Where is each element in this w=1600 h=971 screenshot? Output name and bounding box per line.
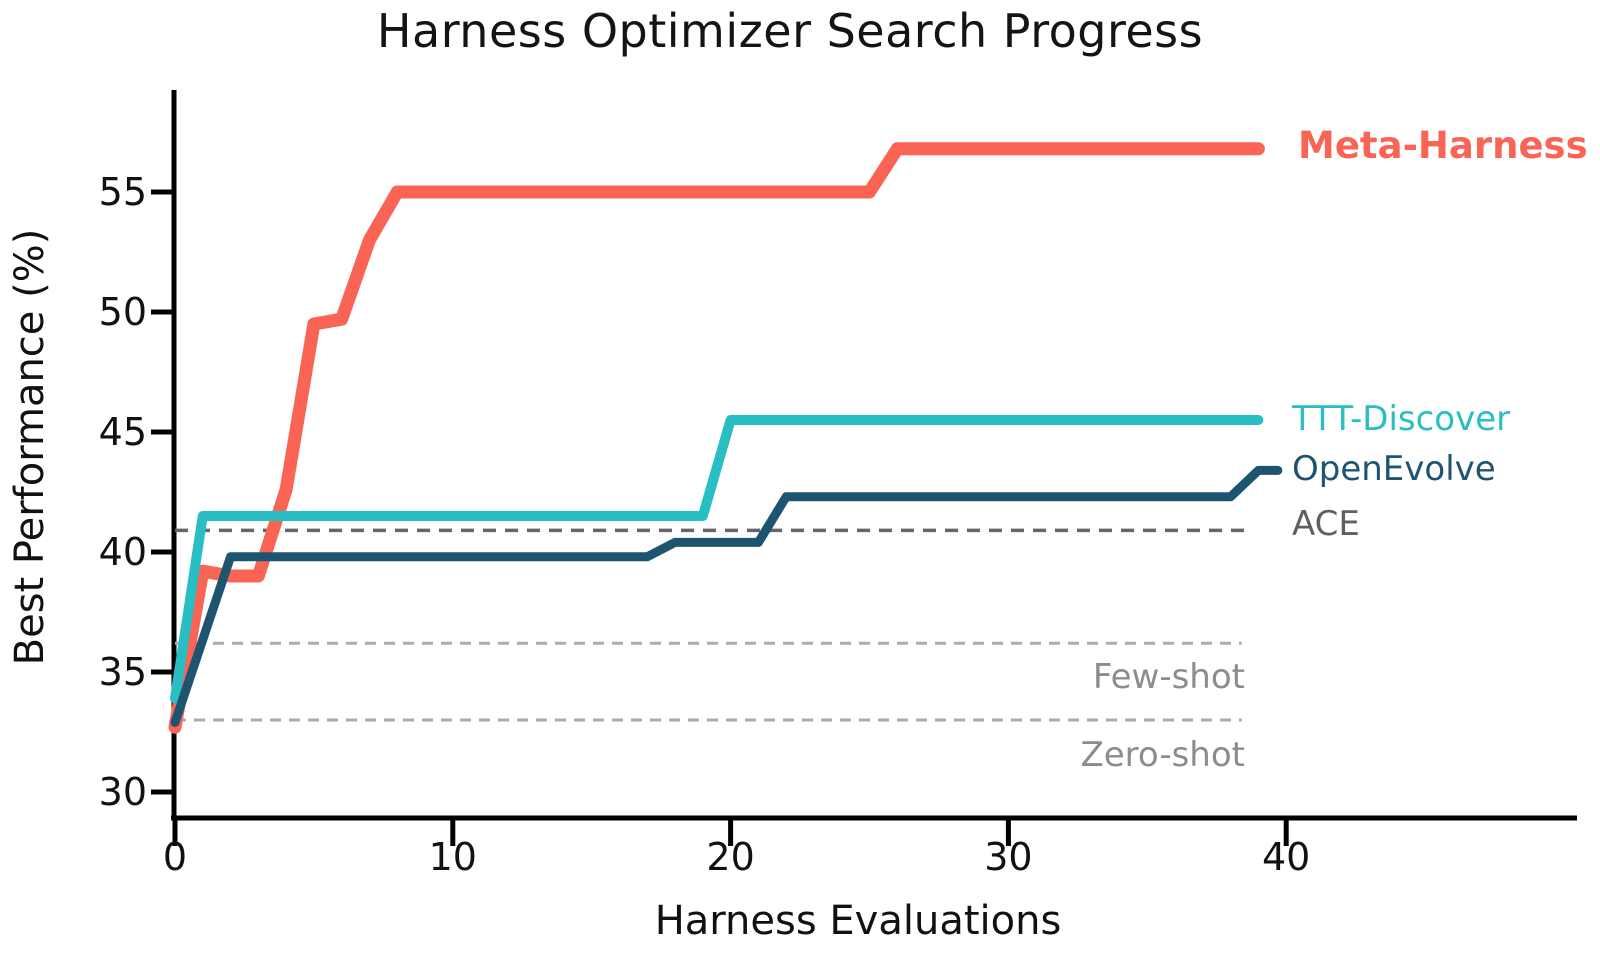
baseline-label-zero-shot: Zero-shot (1080, 735, 1245, 775)
y-tick-label-30: 30 (98, 770, 147, 814)
x-axis-label: Harness Evaluations (654, 898, 1062, 944)
x-tick-label-10: 10 (428, 835, 477, 879)
y-tick-label-55: 55 (98, 170, 147, 214)
x-tick-label-0: 0 (162, 835, 188, 879)
baseline-label-ace: ACE (1292, 504, 1360, 545)
x-tick-label-30: 30 (984, 835, 1033, 879)
series-line-ttt-discover (170, 415, 1264, 704)
series-label-openevolve: OpenEvolve (1292, 449, 1496, 490)
baseline-label-few-shot: Few-shot (1092, 657, 1245, 698)
series-label-ttt-discover: TTT-Discover (1292, 399, 1511, 439)
x-tick-label-20: 20 (706, 835, 755, 879)
y-tick-label-50: 50 (98, 290, 147, 334)
x-tick-label-40: 40 (1262, 835, 1311, 879)
chart-title: Harness Optimizer Search Progress (376, 4, 1204, 58)
y-tick-label-45: 45 (98, 410, 147, 454)
y-tick-label-40: 40 (98, 530, 147, 574)
series-label-meta-harness: Meta-Harness (1298, 123, 1588, 167)
series-line-meta-harness (168, 142, 1265, 734)
y-tick-label-35: 35 (98, 650, 147, 694)
series-line-openevolve (170, 465, 1283, 727)
